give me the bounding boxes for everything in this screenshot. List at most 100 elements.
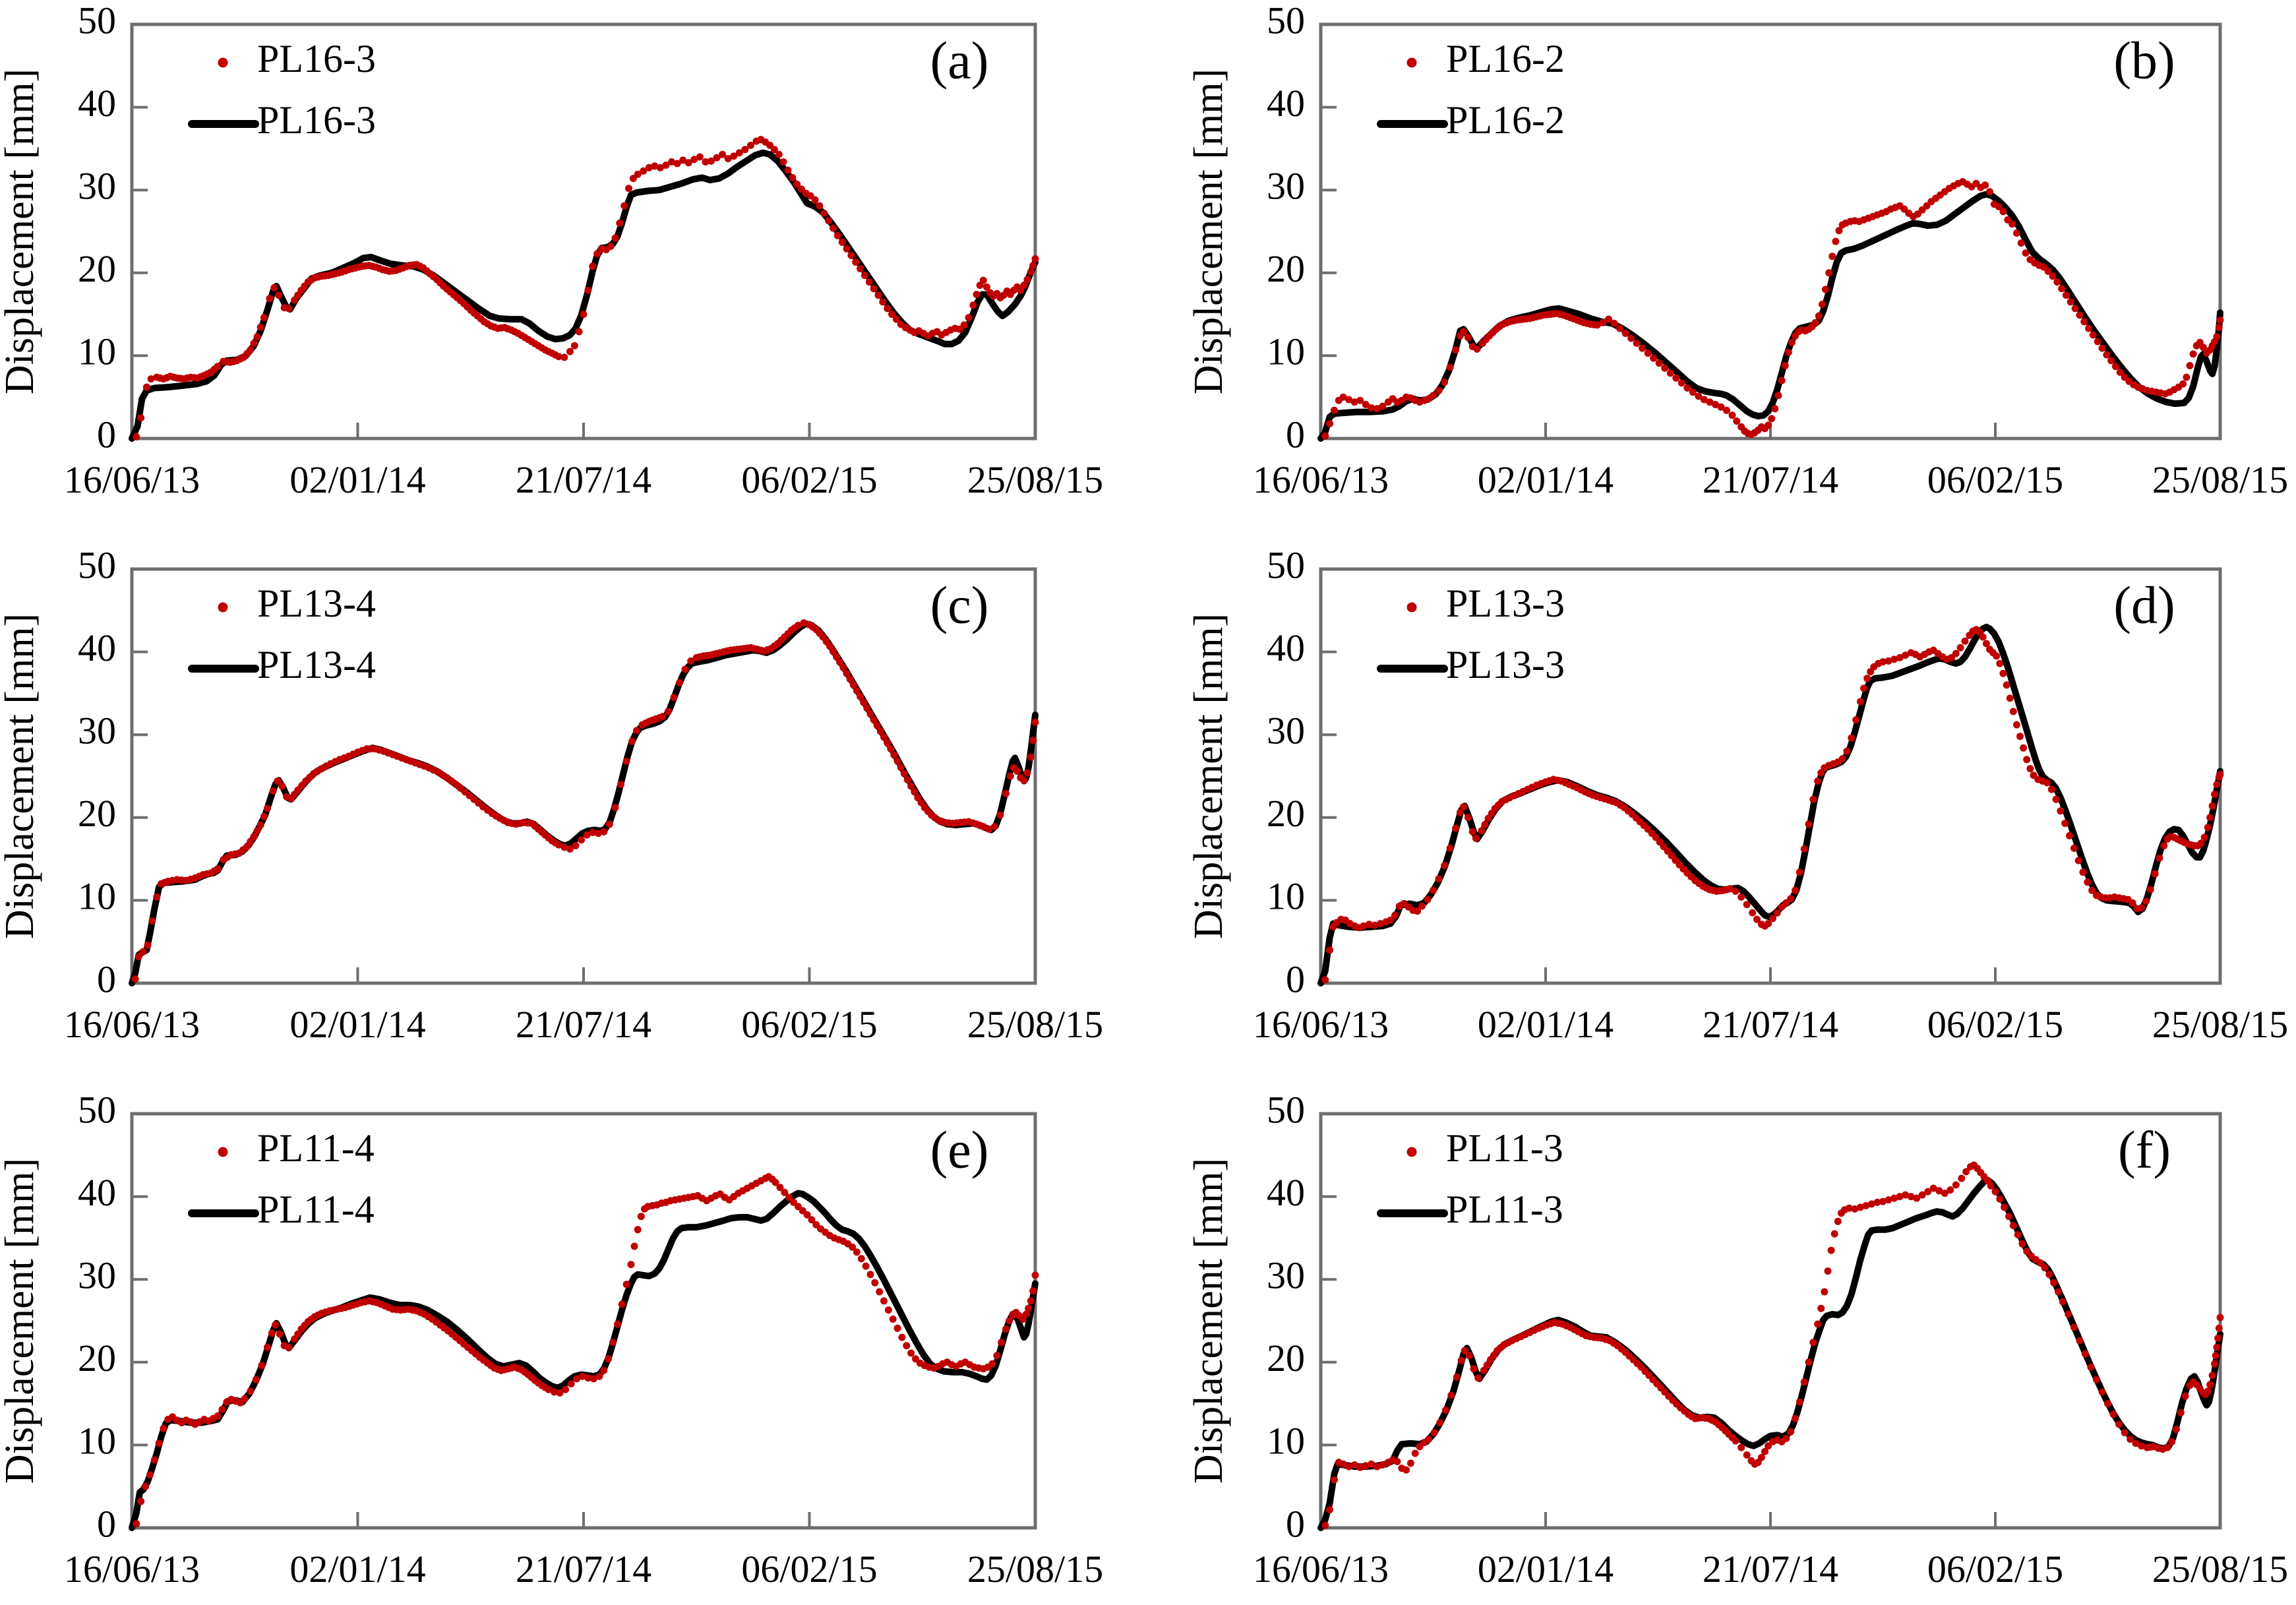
measured-dot (1825, 269, 1833, 277)
y-tick-label: 30 (78, 165, 116, 208)
measured-dot (1792, 1414, 1799, 1422)
legend-measured-label: PL16-2 (1446, 37, 1565, 80)
measured-dot (570, 342, 578, 349)
panel-f: 0 10 20 30 40 50 16/06/13 02/01/14 21/07/14 06/02… (1186, 1088, 2288, 1590)
measured-dot (820, 209, 828, 217)
measured-dot (1695, 392, 1703, 400)
measured-dot (1006, 772, 1014, 780)
measured-dot (2061, 820, 2069, 828)
measured-dot (2012, 721, 2020, 729)
measured-dot (1726, 885, 1734, 893)
measured-dot (1929, 1184, 1937, 1192)
measured-dot (1796, 1398, 1803, 1406)
measured-dot (884, 305, 891, 313)
measured-dot (1787, 895, 1795, 903)
measured-dot (888, 311, 895, 318)
measured-dot (771, 1178, 779, 1186)
measured-dot (2049, 272, 2057, 280)
y-tick-label: 0 (97, 413, 116, 456)
y-tick-label: 50 (78, 543, 116, 586)
measured-dot (1020, 282, 1028, 289)
measured-dot (789, 173, 797, 181)
x-tick-label: 25/08/15 (2152, 1003, 2288, 1046)
simulated-line (1317, 191, 2223, 442)
measured-dot (605, 820, 613, 828)
measured-dot (1461, 1347, 1468, 1354)
measured-dot (131, 975, 139, 983)
measured-dot (2160, 842, 2168, 849)
measured-dot (1781, 362, 1789, 369)
measured-dot (2059, 1298, 2067, 1306)
measured-dot (274, 777, 282, 785)
measured-dot (1441, 862, 1449, 870)
panel-c: 0 10 20 30 40 50 16/06/13 02/01/14 21/07/14 06/02… (0, 543, 1103, 1046)
x-tick-label: 02/01/14 (289, 458, 425, 501)
y-tick-label: 50 (78, 1088, 116, 1131)
measured-dot (998, 1339, 1006, 1347)
measured-dot (863, 704, 871, 712)
measured-dot (147, 375, 155, 383)
measured-dot (1403, 1466, 1410, 1474)
measured-dot (2200, 833, 2208, 841)
measured-dot (2208, 1372, 2216, 1379)
measured-dot (2129, 899, 2136, 907)
measured-dot (979, 823, 987, 831)
measured-dot (1712, 401, 1719, 408)
measured-dot (1838, 755, 1846, 763)
measured-dot (630, 1242, 638, 1250)
measured-dot (1979, 633, 1987, 641)
measured-dot (252, 1376, 260, 1383)
measured-dot (1995, 202, 2003, 210)
measured-dot (545, 1385, 553, 1393)
measured-dot (651, 162, 659, 170)
measured-dot (1814, 1320, 1822, 1328)
x-tick-label: 02/01/14 (1478, 1003, 1614, 1046)
measured-dot (1371, 921, 1379, 929)
measured-dot (1362, 1462, 1370, 1470)
measured-dot (1902, 651, 1910, 659)
measured-dot (1031, 718, 1039, 726)
measured-dot (2062, 291, 2070, 299)
measured-dot (628, 737, 636, 745)
measured-dot (1999, 669, 2007, 677)
measured-dot (960, 321, 968, 329)
measured-dot (1644, 349, 1652, 357)
measured-dot (1834, 1217, 1842, 1225)
measured-dot (1406, 1459, 1414, 1467)
measured-dot (611, 804, 619, 812)
measured-dot (2204, 824, 2212, 832)
measured-dot (2181, 1392, 2189, 1400)
measured-dot (1993, 652, 2001, 660)
measured-dot (1436, 1419, 1444, 1426)
measured-dot (1851, 1205, 1859, 1213)
measured-dot (664, 708, 672, 715)
measured-dot (839, 664, 847, 671)
measured-dot (150, 1456, 158, 1464)
measured-dot (589, 262, 597, 270)
measured-dot (640, 167, 648, 175)
panel-letter: (d) (2113, 576, 2175, 634)
measured-dot (1890, 1194, 1898, 1202)
measured-dot (1787, 1428, 1795, 1436)
measured-dot (911, 788, 919, 796)
measured-dot (2076, 311, 2084, 319)
measured-dot (1824, 1267, 1832, 1275)
measured-dot (903, 1342, 911, 1350)
measured-dot (770, 146, 778, 154)
measured-dot (600, 1366, 608, 1374)
measured-dot (2183, 373, 2190, 381)
legend-simulated-label: PL13-3 (1446, 643, 1565, 686)
y-tick-label: 10 (1267, 330, 1305, 373)
measured-dot (708, 157, 715, 165)
measured-dot (1633, 340, 1641, 348)
measured-dot (2050, 1279, 2058, 1287)
measured-dot (1379, 402, 1387, 410)
measured-dot (613, 1320, 621, 1328)
measured-dots (1321, 178, 2224, 440)
measured-dot (2080, 318, 2088, 326)
legend-measured-label: PL11-3 (1446, 1126, 1563, 1170)
measured-dot (1723, 406, 1730, 414)
measured-dot (2179, 380, 2187, 388)
measured-dot (1827, 1246, 1835, 1254)
x-tick-label: 06/02/15 (741, 1003, 877, 1046)
